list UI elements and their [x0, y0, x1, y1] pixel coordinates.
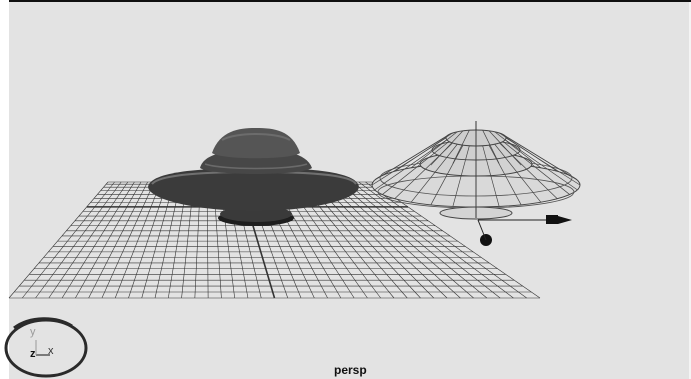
- wire-spoke: [452, 145, 470, 207]
- grid-line: [325, 181, 448, 299]
- grid-line: [8, 181, 109, 299]
- move-arrow-icon[interactable]: [477, 215, 572, 246]
- wire-spoke: [382, 134, 450, 176]
- axis-indicator-circle: [4, 318, 88, 378]
- grid-line: [75, 181, 142, 299]
- wire-spoke: [494, 131, 542, 169]
- grid-line: [358, 181, 514, 299]
- wire-spoke: [452, 130, 470, 164]
- wire-spoke: [374, 139, 447, 191]
- grid-line: [371, 181, 541, 299]
- grid-line: [48, 181, 129, 299]
- wire-spoke: [382, 141, 450, 195]
- grid-line: [35, 181, 122, 299]
- grid-line: [345, 181, 488, 299]
- viewport-top-border: [9, 0, 691, 2]
- ufo-shaded-icon[interactable]: [148, 128, 359, 226]
- viewport-right-border: [689, 2, 691, 379]
- grid-line: [141, 181, 175, 299]
- wire-spoke: [430, 145, 464, 205]
- wire-spoke: [499, 132, 558, 172]
- wire-spoke: [482, 145, 500, 207]
- wire-spoke: [505, 135, 578, 181]
- viewport-left-margin: [0, 0, 9, 379]
- grid-line: [22, 181, 115, 299]
- grid-line: [128, 181, 168, 299]
- grid-line: [101, 181, 155, 299]
- grid-line: [318, 181, 435, 299]
- ufo-wireframe-icon[interactable]: [371, 121, 581, 220]
- grid-line: [88, 181, 148, 299]
- wire-spoke: [505, 139, 578, 191]
- grid-line: [61, 181, 135, 299]
- grid-line: [365, 181, 527, 299]
- grid-line: [338, 181, 474, 299]
- axis-indicator-stroke: [13, 317, 73, 330]
- z-axis-label: z: [30, 348, 36, 360]
- grid-line: [332, 181, 461, 299]
- wire-spoke: [494, 144, 542, 203]
- camera-name-label: persp: [334, 363, 367, 377]
- wire-spoke: [488, 130, 522, 166]
- wire-spoke: [394, 132, 453, 172]
- y-axis-label: y: [30, 326, 36, 338]
- wire-spoke: [410, 131, 458, 169]
- grid-line: [114, 181, 162, 299]
- wire-spoke: [482, 130, 500, 164]
- wire-spoke: [410, 144, 458, 203]
- wire-spoke: [488, 145, 522, 205]
- grid-line: [352, 181, 501, 299]
- wire-spoke: [502, 141, 570, 195]
- x-axis-label: x: [48, 345, 54, 357]
- wire-spoke: [430, 130, 464, 166]
